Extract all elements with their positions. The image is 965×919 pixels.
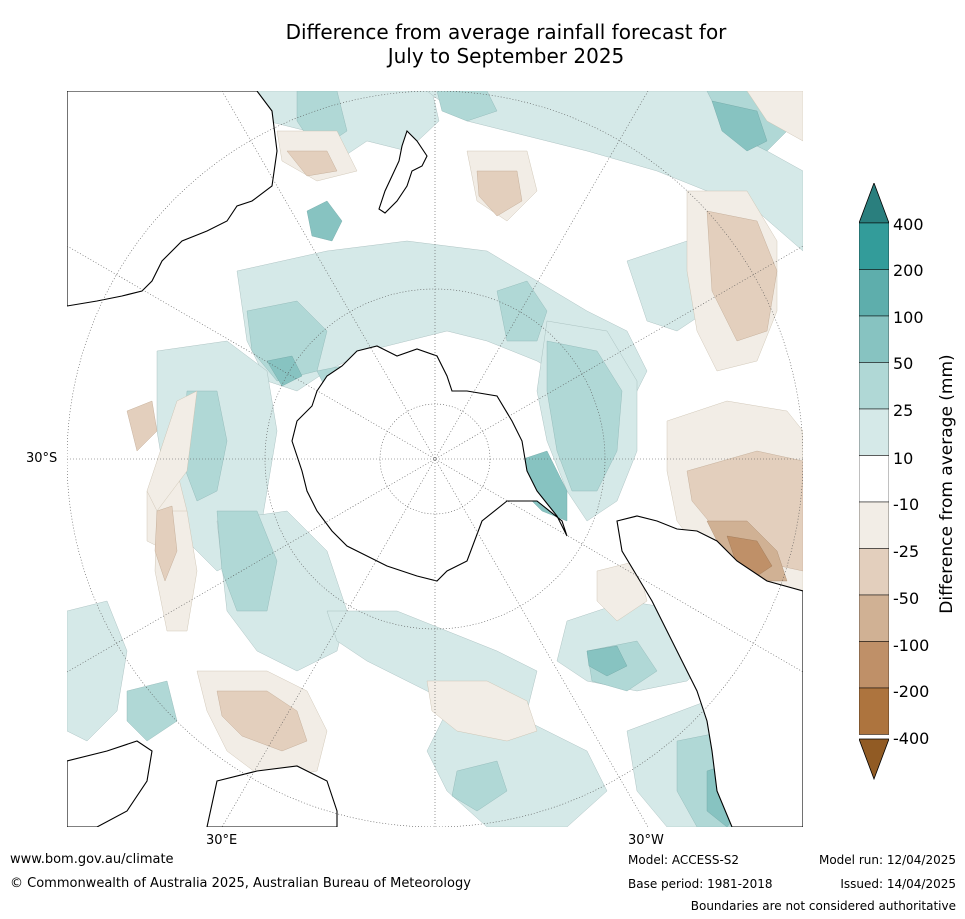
colorbar-tick-m100: -100 bbox=[893, 636, 930, 655]
africa bbox=[67, 740, 153, 827]
copyright-text: © Commonwealth of Australia 2025, Austra… bbox=[10, 876, 471, 891]
colorbar-tick-m25: -25 bbox=[893, 542, 920, 561]
rainfall-map bbox=[67, 91, 803, 827]
colorbar-tick-m400: -400 bbox=[893, 729, 930, 748]
colorbar-tick-50: 50 bbox=[893, 354, 914, 373]
colorbar-tick-25: 25 bbox=[893, 401, 914, 420]
lon-label-30w: 30°W bbox=[628, 833, 664, 848]
anomaly-m200-m100 bbox=[726, 535, 773, 577]
colorbar-band-m25-m10 bbox=[859, 501, 889, 549]
colorbar-band-m100-m50 bbox=[859, 594, 889, 642]
colorbar-tick-m200: -200 bbox=[893, 682, 930, 701]
colorbar-under bbox=[859, 738, 889, 781]
colorbar-tick-m10: -10 bbox=[893, 495, 920, 514]
base-period-text: Base period: 1981-2018 bbox=[628, 877, 773, 891]
colorbar-tick-400: 400 bbox=[893, 215, 924, 234]
colorbar-band-m400-m200 bbox=[859, 687, 889, 735]
colorbar-band-m50-m25 bbox=[859, 548, 889, 596]
colorbar-tick-10: 10 bbox=[893, 449, 914, 468]
colorbar-band-neutral bbox=[859, 455, 889, 503]
colorbar-band-200-400 bbox=[859, 222, 889, 270]
disclaimer-text: Boundaries are not considered authoritat… bbox=[690, 899, 956, 913]
colorbar-tick-200: 200 bbox=[893, 261, 924, 280]
antarctica bbox=[291, 345, 568, 582]
colorbar bbox=[859, 183, 889, 781]
lat-label-30s: 30°S bbox=[26, 451, 58, 466]
colorbar-band-100-200 bbox=[859, 269, 889, 317]
anomaly-m50-m25 bbox=[126, 150, 803, 752]
madagascar-region bbox=[206, 765, 338, 827]
website-link[interactable]: www.bom.gov.au/climate bbox=[10, 852, 174, 867]
colorbar-band-10-25 bbox=[859, 408, 889, 456]
model-text: Model: ACCESS-S2 bbox=[628, 853, 740, 867]
new-zealand bbox=[378, 129, 428, 214]
colorbar-band-m200-m100 bbox=[859, 641, 889, 689]
title-line-1: Difference from average rainfall forecas… bbox=[285, 20, 727, 44]
colorbar-band-50-100 bbox=[859, 315, 889, 363]
south-america bbox=[616, 515, 803, 827]
colorbar-band-25-50 bbox=[859, 362, 889, 410]
title-line-2: July to September 2025 bbox=[387, 44, 625, 68]
colorbar-title: Difference from average (mm) bbox=[937, 354, 957, 614]
chart-title: Difference from average rainfall forecas… bbox=[0, 20, 965, 68]
australia bbox=[67, 91, 278, 307]
issued-text: Issued: 14/04/2025 bbox=[840, 877, 956, 891]
colorbar-over bbox=[859, 183, 889, 224]
lon-label-30e: 30°E bbox=[206, 833, 238, 848]
colorbar-tick-100: 100 bbox=[893, 308, 924, 327]
model-run-text: Model run: 12/04/2025 bbox=[818, 853, 956, 867]
colorbar-tick-m50: -50 bbox=[893, 589, 920, 608]
graticule bbox=[67, 91, 803, 827]
